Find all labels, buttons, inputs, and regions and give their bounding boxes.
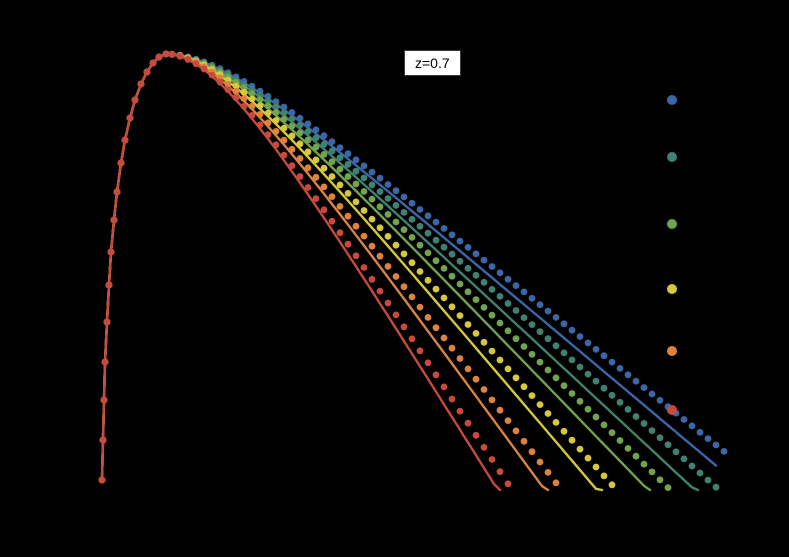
annotation-text: z=0.7 [415,55,450,71]
series-5-group [98,50,560,492]
legend-marker-3 [667,219,677,229]
series-6-markers [98,50,512,488]
legend-marker-5 [667,346,677,356]
legend-marker-1 [667,95,677,105]
series-5-line [100,52,550,492]
series-3-line [100,52,652,492]
legend-marker-2 [667,152,677,162]
series-1-line [100,52,718,482]
annotation-box: z=0.7 [404,50,461,76]
legend-marker-4 [667,284,677,294]
series-4-group [98,50,616,492]
legend-marker-6 [667,405,677,415]
series-1-markers [98,50,728,484]
series-4-line [100,52,604,492]
series-1-group [98,50,728,484]
series-3-group [98,50,672,492]
series-6-group [98,50,512,492]
series-2-line [100,52,700,492]
legend [667,95,677,415]
